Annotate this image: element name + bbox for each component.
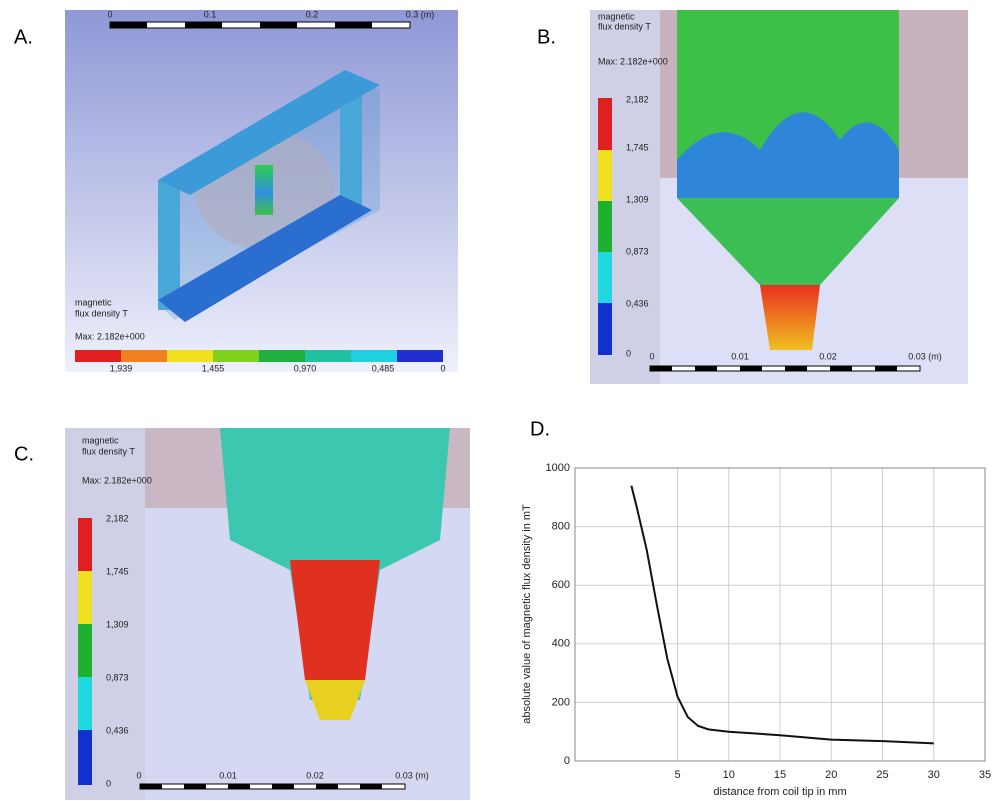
panel-label: C. (14, 443, 34, 465)
panel-a: A. 0 0.1 0.2 0.3 (m) magnetic flux densi… (14, 9, 458, 373)
legend-max: Max: 2.182e+000 (598, 56, 668, 66)
scale-bar: 0 0.1 0.2 0.3 (m) (107, 9, 435, 29)
scale-label: 0.03 (m) (395, 770, 429, 780)
scale-bar: 0 0.01 0.02 0.03 (m) (649, 351, 942, 372)
panel-label: D. (530, 418, 550, 440)
y-tick-label: 800 (552, 521, 570, 533)
colorbar-label: 1,745 (106, 566, 129, 576)
panel-c: C. magnetic flux density T Max: 2.182e+0… (14, 428, 470, 800)
x-tick-label: 5 (674, 769, 680, 781)
colorbar: 2,182 1,745 1,309 0,873 0,436 0 (78, 513, 129, 788)
y-axis-title: absolute value of magnetic flux density … (521, 504, 533, 724)
flux-region (677, 112, 899, 198)
colorbar-label: 0,873 (626, 246, 649, 256)
scale-label: 0.01 (731, 351, 749, 361)
y-tick-label: 200 (552, 696, 570, 708)
panel-label: B. (537, 26, 556, 48)
colorbar-label: 0 (440, 363, 445, 373)
legend-title: flux density T (598, 21, 651, 31)
colorbar-label: 1,745 (626, 142, 649, 152)
frame-right (340, 80, 362, 210)
colorbar-label: 1,309 (106, 619, 129, 629)
colorbar-label: 0,485 (372, 363, 395, 373)
colorbar: 1,939 1,455 0,970 0,485 0 (75, 350, 446, 373)
data-line (630, 485, 934, 745)
legend-title: magnetic (598, 11, 635, 21)
y-tick-label: 600 (552, 579, 570, 591)
scale-label: 0 (136, 770, 141, 780)
colorbar-label: 1,455 (202, 363, 225, 373)
arrow-field-core (290, 560, 380, 680)
y-tick-label: 1000 (546, 462, 570, 474)
scale-label: 0.01 (219, 770, 237, 780)
colorbar-label: 0 (106, 778, 111, 788)
colorbar-label: 2,182 (626, 94, 649, 104)
colorbar-label: 2,182 (106, 513, 129, 523)
legend-title: flux density T (82, 446, 135, 456)
panel-label: A. (14, 26, 33, 48)
legend-max: Max: 2.182e+000 (82, 475, 152, 485)
x-tick-label: 10 (723, 769, 735, 781)
panel-b: B. magnetic flux density T Max: 2.182e+0… (537, 10, 968, 384)
legend-title: flux density T (75, 308, 128, 318)
scale-label: 0.02 (819, 351, 837, 361)
legend-title: magnetic (75, 297, 112, 307)
scale-label: 0.03 (m) (908, 351, 942, 361)
scale-label: 0.2 (306, 9, 319, 19)
coil-tip (760, 285, 820, 350)
frame-left (158, 180, 180, 310)
scale-bar: 0 0.01 0.02 0.03 (m) (136, 770, 429, 790)
panel-d: D. distance from coil tip in mm absolute… (521, 418, 991, 798)
arrow-field-tip (305, 680, 365, 720)
scale-label: 0.3 (m) (406, 9, 435, 19)
x-tick-label: 20 (825, 769, 837, 781)
y-tick-label: 400 (552, 638, 570, 650)
colorbar-label: 1,939 (110, 363, 133, 373)
colorbar-label: 0,873 (106, 672, 129, 682)
scale-label: 0.02 (306, 770, 324, 780)
colorbar-label: 1,309 (626, 194, 649, 204)
plot-frame (574, 467, 986, 762)
colorbar-label: 0,970 (294, 363, 317, 373)
y-tick-label: 0 (564, 755, 570, 767)
legend-title: magnetic (82, 435, 119, 445)
x-tick-label: 25 (876, 769, 888, 781)
scale-label: 0.1 (204, 9, 217, 19)
x-tick-label: 35 (979, 769, 991, 781)
coil (255, 165, 273, 215)
legend-max: Max: 2.182e+000 (75, 331, 145, 341)
colorbar-label: 0 (626, 348, 631, 358)
colorbar-label: 0,436 (626, 298, 649, 308)
frame-top (158, 70, 380, 195)
scale-label: 0 (107, 9, 112, 19)
x-tick-label: 30 (928, 769, 940, 781)
coil-cone (677, 198, 899, 285)
x-axis-title: distance from coil tip in mm (713, 786, 846, 798)
frame-bottom (158, 195, 372, 322)
x-tick-label: 15 (774, 769, 786, 781)
colorbar-label: 0,436 (106, 725, 129, 735)
scale-label: 0 (649, 351, 654, 361)
colorbar: 2,182 1,745 1,309 0,873 0,436 0 (598, 94, 649, 358)
